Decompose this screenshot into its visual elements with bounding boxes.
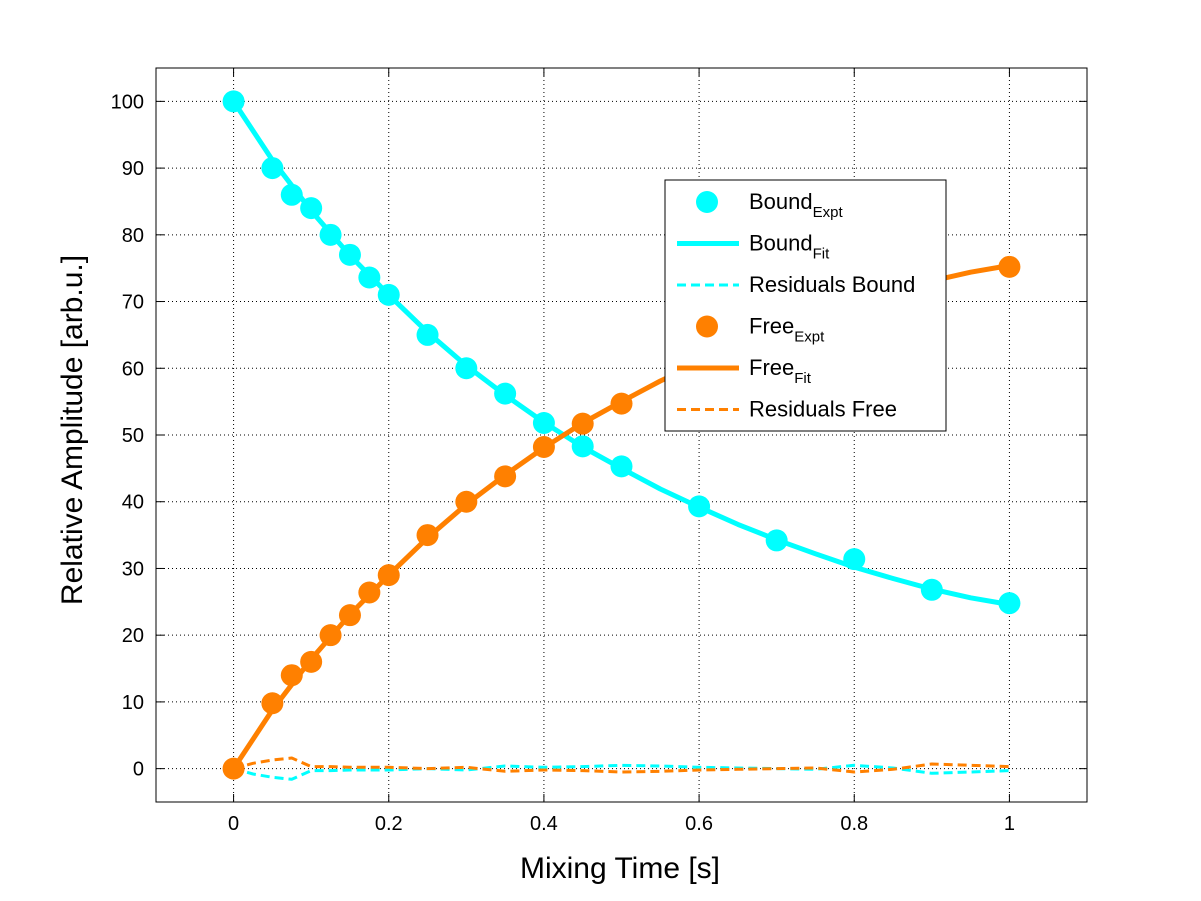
legend-box [664, 179, 947, 432]
data-point [416, 524, 439, 547]
data-point [610, 392, 633, 415]
data-point [222, 757, 245, 780]
series-line-residuals-bound [233, 763, 1010, 781]
legend-label: Residuals Free [749, 397, 897, 422]
y-tick-label: 60 [122, 358, 144, 380]
data-point [688, 495, 711, 518]
x-tick-label: 0.6 [685, 813, 713, 835]
data-point [532, 411, 555, 434]
x-axis-title: Mixing Time [s] [520, 852, 720, 885]
series-bound-expt [222, 90, 1021, 615]
legend-label: Residuals Bound [749, 272, 915, 297]
y-tick-label: 20 [122, 625, 144, 647]
data-point [261, 692, 284, 715]
y-tick-label: 50 [122, 425, 144, 447]
legend-marker [696, 191, 718, 213]
data-point [280, 664, 303, 687]
data-point [998, 255, 1021, 278]
series-residuals-free [233, 756, 1010, 774]
x-tick-label: 0.4 [530, 813, 558, 835]
data-point [494, 382, 517, 405]
y-tick-label: 0 [133, 759, 144, 781]
data-point [300, 650, 323, 673]
data-point [280, 183, 303, 206]
data-point [319, 624, 342, 647]
data-point [455, 357, 478, 380]
data-point [300, 197, 323, 220]
data-point [494, 465, 517, 488]
data-point [455, 490, 478, 513]
data-point [222, 90, 245, 113]
series-residuals-bound [233, 763, 1010, 781]
data-point [571, 435, 594, 458]
axes-box [156, 68, 1087, 802]
data-point [416, 323, 439, 346]
x-tick-label: 0.2 [375, 813, 403, 835]
y-tick-label: 90 [122, 158, 144, 180]
data-point [610, 455, 633, 478]
data-point [765, 529, 788, 552]
data-point [998, 592, 1021, 615]
data-point [843, 548, 866, 571]
data-point [338, 604, 361, 627]
legend-item: Residuals Free [677, 397, 897, 422]
data-point [571, 412, 594, 435]
y-tick-label: 40 [122, 492, 144, 514]
x-tick-label: 0.8 [840, 813, 868, 835]
data-point [377, 564, 400, 587]
x-tick-label: 0 [228, 813, 239, 835]
data-point [358, 581, 381, 604]
y-tick-label: 70 [122, 292, 144, 314]
legend-marker [696, 315, 718, 338]
data-point [261, 157, 284, 180]
legend-item: Residuals Bound [677, 272, 915, 297]
y-axis-title: Relative Amplitude [arb.u.] [56, 255, 89, 605]
data-point [358, 266, 381, 289]
y-tick-label: 30 [122, 558, 144, 580]
data-point [532, 436, 555, 459]
y-tick-label: 80 [122, 225, 144, 247]
y-tick-label: 10 [122, 692, 144, 714]
data-point [319, 223, 342, 246]
data-point [377, 283, 400, 306]
x-tick-label: 1 [1004, 813, 1015, 835]
data-point [338, 243, 361, 266]
series-line-residuals-free [233, 756, 1010, 774]
y-tick-label: 100 [111, 91, 144, 113]
data-point [920, 578, 943, 601]
